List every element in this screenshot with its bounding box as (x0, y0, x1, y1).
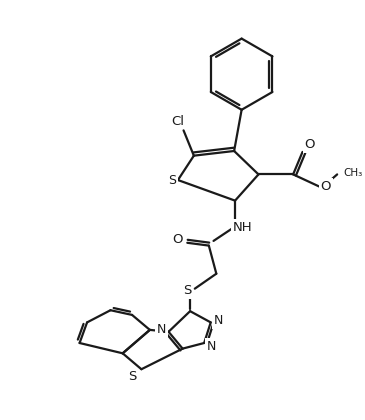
Text: S: S (183, 284, 192, 297)
Text: N: N (156, 323, 166, 336)
Text: O: O (173, 233, 183, 246)
Text: S: S (168, 173, 176, 186)
Text: N: N (207, 340, 216, 353)
Text: O: O (305, 138, 315, 151)
Text: Cl: Cl (172, 115, 184, 128)
Text: S: S (128, 370, 136, 383)
Text: N: N (214, 314, 223, 327)
Text: O: O (321, 180, 331, 193)
Text: CH₃: CH₃ (344, 168, 363, 178)
Text: NH: NH (233, 221, 252, 234)
